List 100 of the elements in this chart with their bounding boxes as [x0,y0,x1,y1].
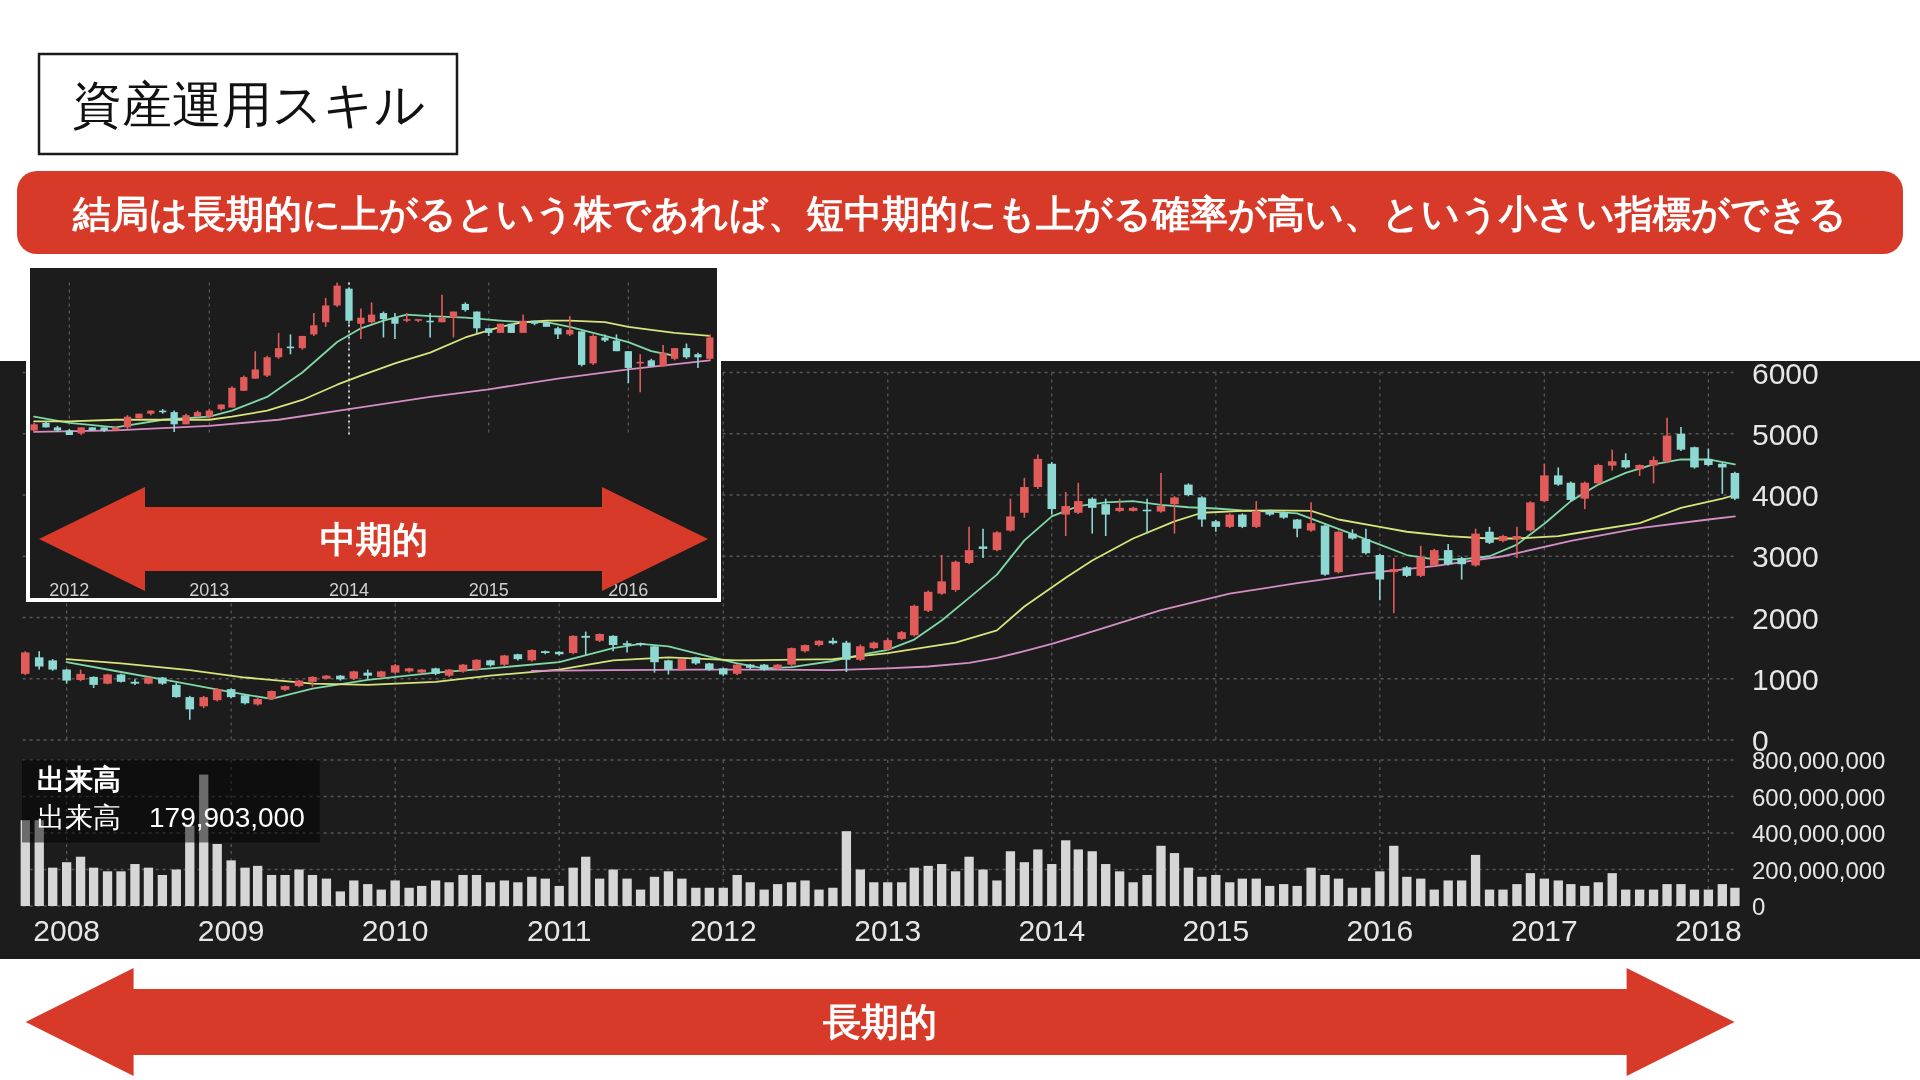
bar [828,887,838,906]
bar [568,867,578,906]
bar [635,889,646,906]
bar [1416,878,1426,906]
bar [116,871,126,906]
bar [1607,873,1617,906]
bar [786,882,797,906]
candlestick [310,312,318,337]
candlestick [391,312,399,340]
bar [649,876,660,906]
bar [1211,874,1221,906]
bar [1375,871,1385,906]
bar [321,878,332,906]
bar [266,874,277,906]
bar [540,878,550,906]
candlestick [21,650,30,676]
candlestick [964,526,974,566]
bar [48,867,58,906]
bar [1033,849,1043,906]
candlestick [1457,556,1466,581]
bar [307,874,318,906]
bar [883,882,893,906]
bar [663,871,674,906]
bar [622,878,632,906]
bar [1279,884,1289,906]
y-tick-label: 4000 [1752,478,1819,512]
bar [1333,878,1344,906]
bar [992,880,1002,906]
bar [1197,876,1207,906]
chart-title: 資産運用スキル [71,77,425,133]
annotation: 中期的 [319,518,428,560]
bar [88,867,99,906]
candlestick [1554,466,1563,487]
candlestick [706,333,714,362]
candlestick [34,650,44,671]
y-tick-label: 600,000,000 [1752,783,1886,810]
bar [1320,874,1330,906]
candlestick [228,385,236,409]
bar [1265,885,1275,906]
bar [1114,871,1125,906]
candlestick [357,307,365,340]
bar [1676,884,1686,906]
candlestick [624,350,632,384]
x-tick-label: 2017 [1510,913,1578,947]
x-tick-label: 2018 [1675,913,1742,947]
bar [444,882,454,906]
bar [1457,880,1467,906]
candlestick [581,630,591,657]
bar [1717,884,1727,906]
x-tick-label: 2015 [1182,913,1250,947]
bar [458,874,468,906]
candlestick [1649,455,1658,485]
bar [430,880,441,906]
bar [1730,887,1740,906]
x-tick-label: 2012 [689,913,757,947]
bar [1061,840,1071,906]
bar [1553,880,1563,906]
candlestick [650,644,659,674]
bar [841,831,852,906]
y-tick-label: 1000 [1752,662,1819,696]
bar [1621,889,1631,906]
x-tick-label: 2015 [468,580,509,600]
bar [869,882,879,906]
bar [1169,853,1180,906]
bar [608,869,618,906]
bar [1662,884,1672,906]
y-tick-label: 400,000,000 [1752,819,1886,847]
bar [1251,878,1261,906]
bar [1593,882,1603,906]
bar [1128,882,1138,906]
x-tick-label: 2009 [197,913,265,947]
bar [1225,882,1235,906]
bar [759,889,769,906]
bar [800,880,810,906]
candlestick [1197,495,1207,528]
y-tick-label: 6000 [1752,356,1819,389]
candlestick [1101,497,1110,537]
bar [349,880,359,906]
bar [1306,867,1316,906]
bar [1087,851,1097,906]
bar [75,856,86,906]
candlestick [978,527,988,559]
x-tick-label: 2010 [361,913,429,947]
bar [417,885,427,906]
y-tick-label: 0 [1752,892,1766,920]
chart-title: 出来高 [37,763,121,795]
bar [937,864,947,906]
x-tick-label: 2013 [189,580,230,600]
candlestick [185,695,195,721]
bar [527,876,537,906]
bar [1292,885,1302,906]
bar [581,856,591,906]
candlestick [1292,518,1302,539]
bar [1142,874,1152,906]
candlestick [1087,496,1097,535]
bar [677,878,687,906]
line-series [530,515,1736,672]
bar [294,869,304,906]
bar [143,867,154,906]
bar [1005,851,1016,906]
